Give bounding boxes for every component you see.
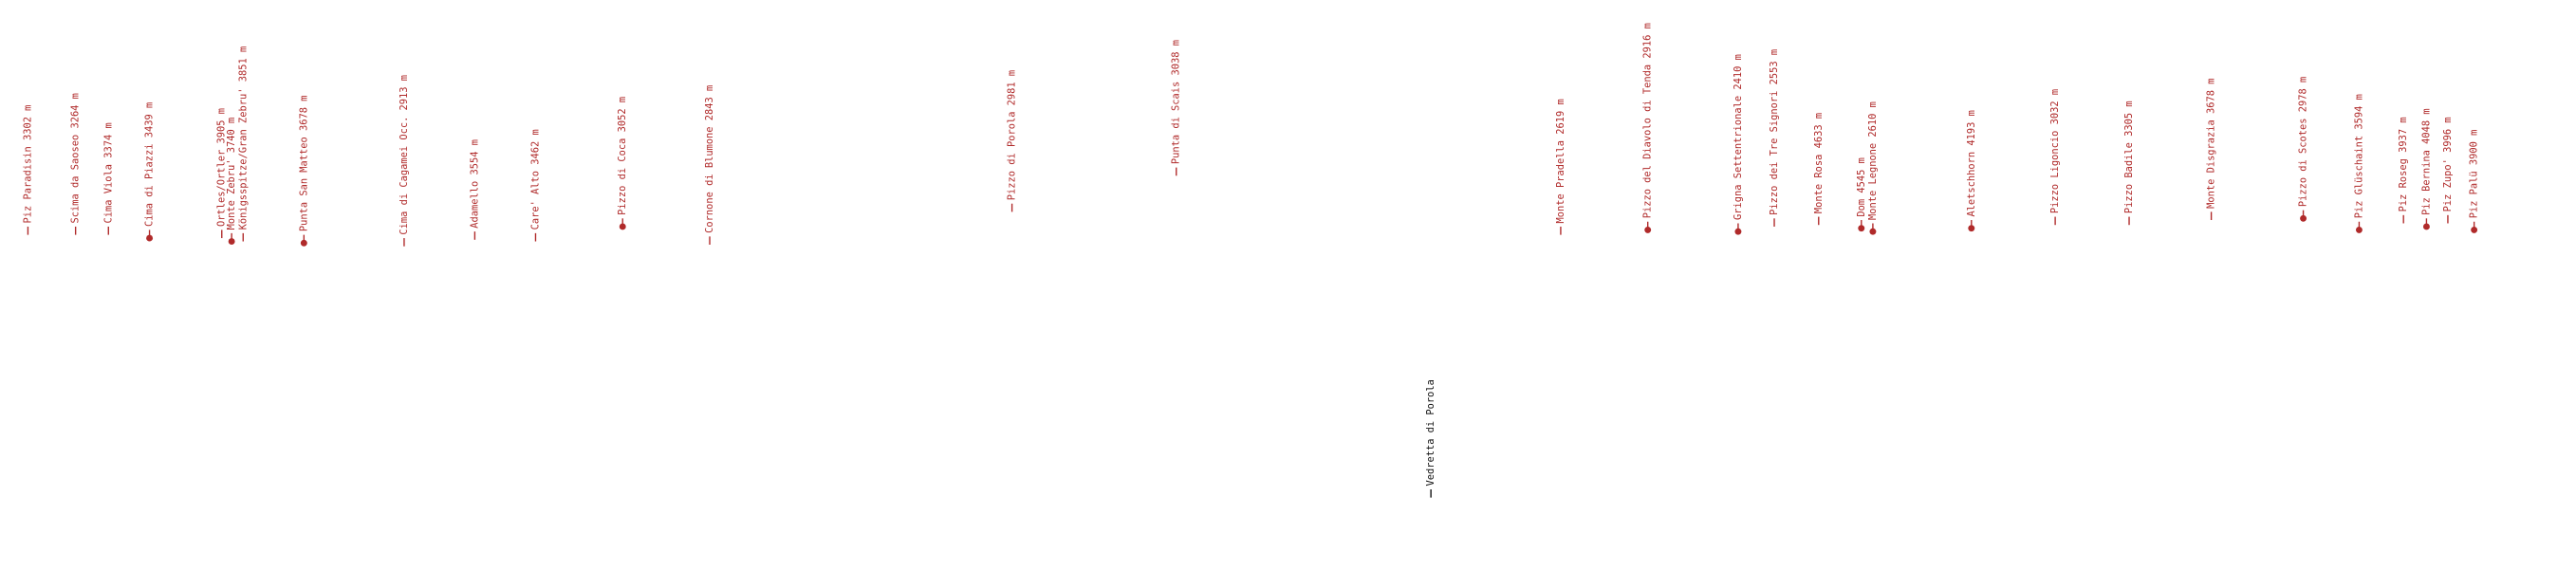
peak-dot [1644, 226, 1652, 233]
peak-label: Monte Disgrazia 3678 m [2206, 78, 2217, 208]
peak-label: Scima da Saoseo 3264 m [70, 93, 82, 223]
peak-dot [228, 238, 235, 245]
peak-label: Piz Bernina 4048 m [2420, 108, 2432, 214]
peak-label: Piz Roseg 3937 m [2398, 117, 2409, 211]
peak-label: Cima Viola 3374 m [102, 122, 114, 223]
peak-label: Piz Glüschaint 3594 m [2353, 94, 2364, 218]
peak-dot [1858, 225, 1865, 232]
peak-label: Cornone di Blumone 2843 m [704, 85, 715, 233]
peak-label: Dom 4545 m [1856, 157, 1867, 216]
peak-label: Pizzo Badile 3305 m [2123, 101, 2135, 213]
peak-dot [146, 234, 154, 242]
peak-dot [2300, 214, 2307, 222]
peak-label: Piz Zupo' 3996 m [2442, 117, 2454, 211]
peak-label: Monte Rosa 4633 m [1813, 113, 1825, 213]
peak-label: Pizzo di Scotes 2978 m [2298, 77, 2309, 207]
peak-label: Cima di Cagamei Occ. 2913 m [398, 75, 410, 235]
peak-label: Pizzo di Coca 3052 m [617, 97, 628, 215]
peak-label: Pizzo dei Tre Signori 2553 m [1769, 49, 1780, 215]
peak-dot [300, 239, 307, 247]
peak-label: Piz Palü 3900 m [2469, 130, 2480, 219]
peak-label: Königsspitze/Gran Zebru' 3851 m [237, 46, 249, 230]
peak-dot [619, 223, 626, 230]
peak-label: Monte Zebru' 3740 m [226, 118, 237, 230]
peak-label: Monte Pradella 2619 m [1555, 99, 1566, 223]
peak-label: Adamello 3554 m [469, 139, 480, 229]
peak-label: Care' Alto 3462 m [529, 129, 541, 230]
peak-dot [2471, 226, 2478, 233]
peak-label: Pizzo del Diavolo di Tenda 2916 m [1642, 23, 1654, 218]
peak-label: Pizzo di Porola 2981 m [1007, 70, 1018, 200]
peak-label: Piz Paradisin 3302 m [22, 105, 33, 224]
peak-dot [2355, 226, 2363, 233]
peak-dot [1968, 225, 1975, 232]
peak-label: Ortles/Ortler 3905 m [216, 108, 228, 227]
peak-dot [1734, 228, 1742, 235]
peak-label: Grigna Settentrionale 2410 m [1733, 54, 1744, 220]
peak-label: Punta San Matteo 3678 m [298, 95, 309, 231]
peak-label: Cima di Piazzi 3439 m [144, 102, 156, 227]
peak-label: Pizzo Ligoncio 3032 m [2049, 89, 2061, 213]
peak-label: Aletschhorn 4193 m [1966, 110, 1977, 216]
peak-label: Vedretta di Porola [1425, 379, 1436, 486]
peak-dot [2422, 223, 2430, 230]
peak-dot [1869, 228, 1877, 235]
peak-label: Monte Legnone 2610 m [1867, 101, 1879, 220]
label-layer: Piz Paradisin 3302 m Scima da Saoseo 3264… [22, 23, 2480, 498]
peak-label: Punta di Scais 3038 m [1171, 40, 1182, 164]
